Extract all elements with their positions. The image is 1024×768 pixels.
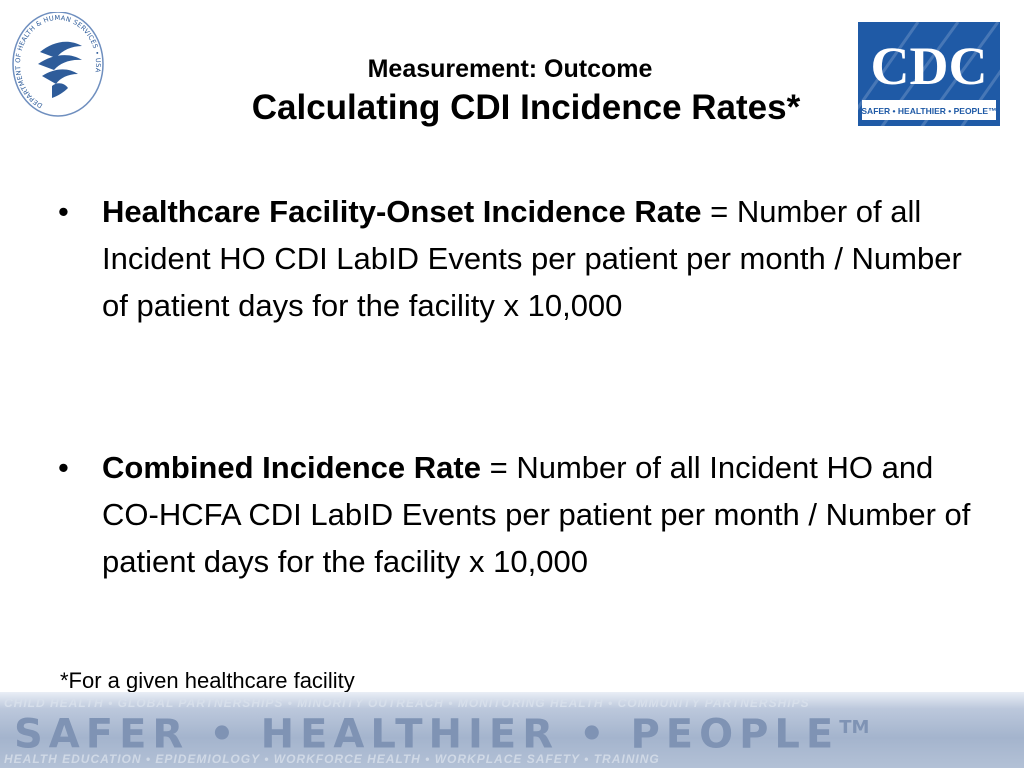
footer-banner: CHILD HEALTH • GLOBAL PARTNERSHIPS • MIN…	[0, 692, 1024, 768]
footer-banner-faint-text: CHILD HEALTH • GLOBAL PARTNERSHIPS • MIN…	[4, 696, 810, 710]
footer-slogan-text: SAFER • HEALTHIER • PEOPLE	[14, 711, 840, 758]
bullet-item: • Combined Incidence Rate = Number of al…	[58, 444, 978, 585]
footer-banner-faint-text: HEALTH EDUCATION • EPIDEMIOLOGY • WORKFO…	[4, 752, 660, 766]
footnote: *For a given healthcare facility	[60, 668, 355, 693]
bullet-definition: Number of all Incident HO CDI LabID Even…	[102, 194, 962, 323]
slide-title-block: Measurement: Outcome Calculating CDI Inc…	[120, 54, 910, 130]
bullet-term: Combined Incidence Rate	[102, 450, 481, 485]
cdc-logo-text: CDC	[871, 36, 988, 96]
footer-trademark: TM	[839, 717, 870, 738]
bullet-equals: =	[480, 450, 517, 485]
bullet-marker: •	[58, 194, 69, 229]
bullet-equals: =	[701, 194, 737, 229]
bullet-item: • Healthcare Facility-Onset Incidence Ra…	[58, 188, 978, 329]
cdc-tagline: SAFER • HEALTHIER • PEOPLE™	[861, 106, 996, 116]
cdc-logo: CDC SAFER • HEALTHIER • PEOPLE™	[858, 22, 1000, 126]
hhs-seal-logo: DEPARTMENT OF HEALTH & HUMAN SERVICES • …	[12, 12, 104, 117]
slide-subtitle: Measurement: Outcome	[367, 55, 653, 83]
footer-slogan: SAFER • HEALTHIER • PEOPLETM	[14, 706, 869, 756]
bullet-text: Healthcare Facility-Onset Incidence Rate…	[102, 188, 978, 329]
bullet-term: Healthcare Facility-Onset Incidence Rate	[102, 194, 702, 229]
bullet-text: Combined Incidence Rate = Number of all …	[102, 444, 978, 585]
slide-title: Calculating CDI Incidence Rates*	[251, 88, 801, 127]
bullet-marker: •	[58, 450, 69, 485]
bullet-definition: Number of all Incident HO and CO-HCFA CD…	[102, 450, 971, 579]
